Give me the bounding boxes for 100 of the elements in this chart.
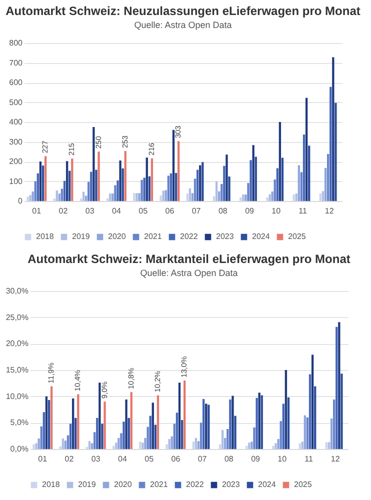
bar	[277, 438, 280, 449]
bar	[149, 416, 152, 449]
bar	[308, 374, 312, 449]
bar	[32, 192, 34, 201]
bar	[162, 190, 164, 201]
bar	[202, 398, 205, 449]
bar	[184, 380, 186, 449]
bar	[112, 193, 114, 201]
legend-label: 2022	[180, 232, 198, 241]
legend-label: 2018	[36, 232, 54, 241]
bar	[276, 168, 278, 201]
bar	[340, 374, 343, 449]
x-tick-label: 05	[138, 206, 148, 216]
bar	[254, 156, 257, 201]
y-tick-label: 20,0%	[6, 339, 28, 348]
x-tick-label: 07	[192, 206, 202, 216]
bar	[109, 193, 112, 201]
bar	[84, 196, 88, 201]
bar	[325, 442, 328, 449]
x-tick-label: 06	[165, 206, 175, 216]
chart-title: Automarkt Schweiz: Neuzulassungen eLieferwagen pro Monat	[6, 4, 360, 18]
legend-label: 2019	[78, 480, 96, 489]
bar	[164, 190, 167, 201]
bar	[205, 404, 208, 449]
bar	[156, 395, 160, 449]
bar	[304, 415, 306, 449]
bar	[330, 418, 333, 449]
bar	[302, 134, 306, 201]
x-tick-label: 05	[144, 454, 154, 464]
x-tick-label: 11	[304, 454, 314, 464]
bar	[144, 438, 146, 449]
bar	[199, 165, 202, 201]
x-tick-label: 07	[198, 454, 208, 464]
bar	[64, 440, 67, 449]
bar	[200, 422, 202, 449]
bar	[292, 194, 295, 201]
bar	[253, 427, 256, 449]
bar	[300, 172, 303, 201]
bar	[196, 170, 199, 201]
bar	[160, 195, 162, 201]
legend-label: 2020	[114, 480, 132, 489]
bar	[68, 170, 71, 201]
bar	[133, 193, 136, 201]
x-tick-label: 01	[38, 454, 48, 464]
bar	[305, 98, 308, 201]
bar	[146, 426, 149, 449]
bar	[35, 443, 38, 449]
chart-title: Automarkt Schweiz: Marktanteil eLieferwagen pro Monat	[28, 252, 350, 266]
bar	[174, 172, 178, 201]
bar	[72, 398, 74, 449]
bar	[142, 442, 144, 449]
x-tick-label: 12	[324, 206, 334, 216]
legend-label: 2019	[72, 232, 90, 241]
bar	[178, 382, 181, 449]
y-tick-label: 700	[9, 58, 24, 68]
bar	[191, 193, 194, 201]
bar	[252, 145, 254, 201]
legend-label: 2023	[222, 480, 240, 489]
bar	[258, 392, 260, 449]
bar	[328, 442, 330, 449]
y-tick-label: 500	[9, 98, 24, 107]
bar	[71, 158, 74, 201]
bar	[232, 396, 234, 449]
legend-label: 2021	[144, 232, 162, 241]
bar	[215, 181, 218, 201]
y-tick-label: 200	[9, 157, 24, 166]
bar	[282, 404, 284, 449]
legend-label: 2024	[252, 232, 270, 241]
bar	[226, 154, 228, 201]
bar	[322, 191, 324, 201]
x-tick-label: 06	[171, 454, 181, 464]
bar	[202, 162, 204, 201]
bar	[197, 441, 200, 449]
bar	[94, 432, 96, 449]
bar	[332, 57, 334, 201]
bar	[82, 192, 85, 201]
legend-label: 2025	[288, 232, 306, 241]
legend-label: 2023	[216, 232, 234, 241]
bar	[176, 412, 178, 449]
bar	[244, 194, 247, 201]
bar	[130, 392, 132, 449]
bar	[314, 386, 316, 449]
bar	[122, 168, 124, 201]
bar	[106, 198, 109, 201]
bar	[194, 178, 196, 201]
bar	[229, 399, 232, 449]
bar	[281, 158, 284, 201]
bar	[180, 420, 184, 449]
bar	[148, 176, 151, 201]
bar	[69, 424, 72, 449]
bar	[88, 441, 91, 449]
legend-label: 2022	[186, 480, 204, 489]
bar	[308, 146, 310, 201]
y-tick-label: 300	[9, 137, 24, 146]
y-tick-label: 600	[9, 78, 24, 87]
bar	[172, 130, 175, 201]
bar	[36, 173, 39, 201]
bar	[280, 421, 282, 449]
bar	[218, 191, 220, 201]
y-tick-label: 400	[9, 118, 24, 126]
